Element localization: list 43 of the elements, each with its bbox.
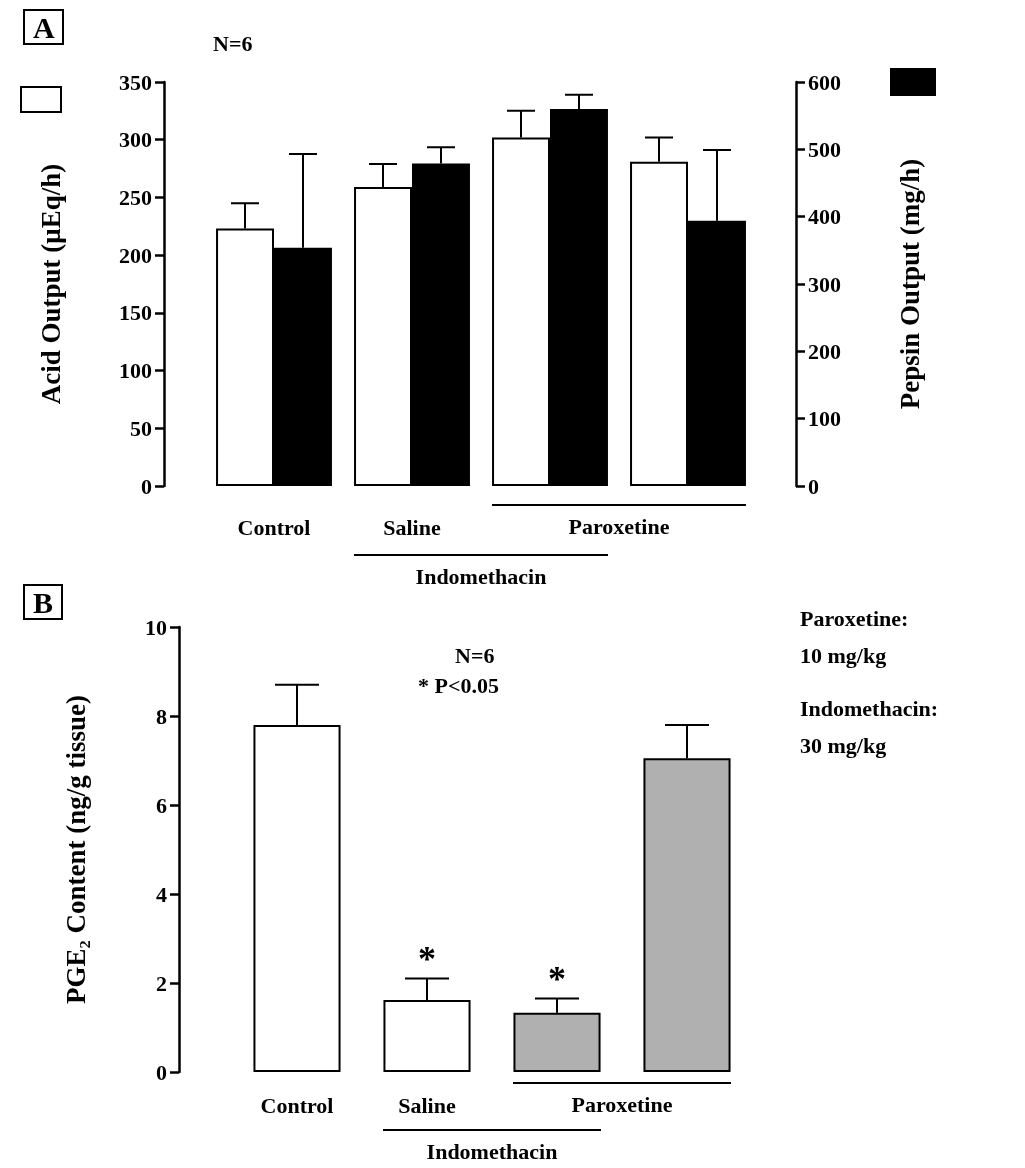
- text: Indomethacin: [414, 563, 548, 591]
- y-tick-label: 200: [119, 242, 152, 268]
- y2-axis-title: Pepsin Output (mg/h): [894, 158, 925, 410]
- data-label: *: [418, 938, 436, 979]
- text: Paroxetine: [567, 513, 671, 541]
- y-tick-label: 0: [156, 1059, 167, 1085]
- y-tick-label: 2: [156, 970, 167, 996]
- text: Paroxetine:: [800, 605, 909, 631]
- text: 10 mg/kg: [800, 642, 887, 668]
- y-tick-label: 8: [156, 703, 167, 729]
- y-tick-label: 100: [119, 358, 152, 384]
- y-tick-label: 6: [156, 792, 167, 818]
- y-axis-title: PGE₂ Content (ng/g tissue): [60, 695, 91, 1004]
- y2-tick-label: 400: [808, 204, 841, 230]
- x-tick-label: Control: [260, 1092, 334, 1118]
- y2-tick-label: 200: [808, 338, 841, 364]
- text: N=6: [213, 30, 253, 56]
- y-tick-label: 150: [119, 300, 152, 326]
- annotation: * P<0.05: [418, 672, 499, 698]
- text: 30 mg/kg: [800, 732, 887, 758]
- y2-tick-label: 0: [808, 473, 819, 499]
- data-label: *: [548, 958, 566, 999]
- y-tick-label: 250: [119, 184, 152, 210]
- y2-tick-label: 300: [808, 271, 841, 297]
- y-axis-title: Acid Output (μEq/h): [35, 163, 66, 405]
- x-tick-label: Saline: [383, 514, 441, 540]
- y-tick-label: 0: [141, 473, 152, 499]
- text: Indomethacin: [425, 1138, 559, 1166]
- annotation: N=6: [455, 642, 495, 668]
- y2-tick-label: 100: [808, 406, 841, 432]
- y-tick-label: 10: [145, 614, 167, 640]
- y2-tick-label: 600: [808, 69, 841, 95]
- chart-title: A: [33, 10, 55, 44]
- y-tick-label: 300: [119, 127, 152, 153]
- y2-tick-label: 500: [808, 136, 841, 162]
- y-tick-label: 350: [119, 69, 152, 95]
- text: Indomethacin:: [800, 695, 939, 721]
- y-tick-label: 4: [156, 881, 167, 907]
- x-tick-label: Control: [237, 514, 311, 540]
- chart-title: B: [33, 585, 54, 619]
- text: Paroxetine: [570, 1091, 674, 1119]
- y-tick-label: 50: [130, 415, 152, 441]
- x-tick-label: Saline: [398, 1092, 456, 1118]
